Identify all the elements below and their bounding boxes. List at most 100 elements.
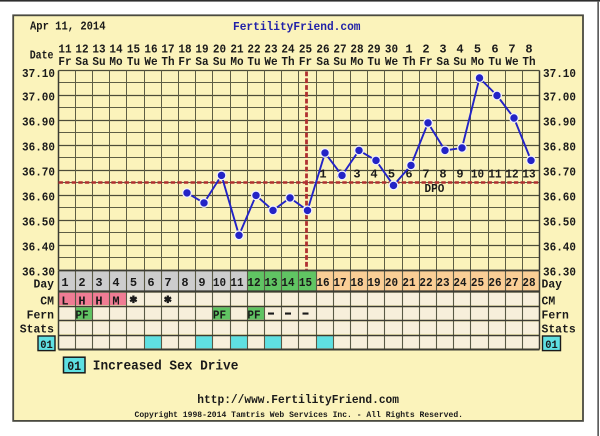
svg-text:CM: CM: [40, 294, 54, 308]
svg-text:Mo: Mo: [350, 55, 363, 69]
svg-text:M: M: [112, 294, 119, 308]
svg-text:10: 10: [471, 168, 484, 182]
svg-text:12: 12: [505, 168, 518, 182]
svg-text:Day: Day: [34, 277, 55, 291]
svg-text:36.90: 36.90: [22, 116, 55, 130]
svg-text:22: 22: [247, 43, 260, 57]
svg-text:Su: Su: [333, 55, 346, 69]
svg-text:36.80: 36.80: [22, 141, 55, 155]
svg-text:36.30: 36.30: [22, 266, 55, 280]
svg-text:17: 17: [333, 276, 346, 290]
svg-text:12: 12: [247, 276, 260, 290]
svg-text:24: 24: [453, 276, 466, 290]
svg-text:Th: Th: [402, 55, 415, 69]
svg-text:Sa: Sa: [436, 55, 449, 69]
svg-text:8: 8: [181, 276, 188, 290]
svg-text:Su: Su: [213, 55, 226, 69]
svg-text:16: 16: [316, 276, 329, 290]
svg-text:13: 13: [92, 43, 105, 57]
svg-text:36.70: 36.70: [22, 166, 55, 180]
svg-text:Date: Date: [30, 49, 54, 63]
svg-text:24: 24: [281, 43, 294, 57]
svg-text:19: 19: [195, 43, 208, 57]
svg-text:14: 14: [109, 43, 122, 57]
svg-text:5: 5: [388, 168, 395, 182]
svg-text:27: 27: [333, 43, 346, 57]
svg-text:5: 5: [130, 276, 137, 290]
svg-text:30: 30: [385, 43, 398, 57]
svg-text:Apr 11, 2014: Apr 11, 2014: [30, 20, 106, 34]
svg-text:13: 13: [522, 168, 535, 182]
svg-text:28: 28: [350, 43, 363, 57]
svg-text:26: 26: [488, 276, 501, 290]
svg-text:L: L: [61, 294, 68, 308]
svg-text:PF: PF: [247, 308, 260, 322]
svg-text:18: 18: [350, 276, 363, 290]
svg-text:Mo: Mo: [109, 55, 122, 69]
svg-text:Mo: Mo: [471, 55, 484, 69]
svg-text:PF: PF: [213, 308, 226, 322]
svg-text:36.40: 36.40: [22, 241, 55, 255]
svg-text:7: 7: [508, 43, 515, 57]
svg-text:36.50: 36.50: [543, 216, 576, 230]
svg-text:37.00: 37.00: [22, 91, 55, 105]
svg-text:4: 4: [112, 276, 119, 290]
svg-text:21: 21: [230, 43, 243, 57]
svg-text:Sa: Sa: [195, 55, 208, 69]
svg-text:1: 1: [61, 276, 68, 290]
svg-text:Stats: Stats: [20, 323, 54, 337]
svg-text:1: 1: [405, 43, 412, 57]
svg-text:Tu: Tu: [247, 55, 260, 69]
svg-text:Day: Day: [542, 277, 563, 291]
svg-text:20: 20: [385, 276, 398, 290]
svg-text:Fr: Fr: [178, 55, 191, 69]
svg-text:Sa: Sa: [316, 55, 329, 69]
svg-text:36.90: 36.90: [543, 116, 576, 130]
svg-text:9: 9: [198, 276, 205, 290]
svg-text:11: 11: [230, 276, 243, 290]
svg-text:37.10: 37.10: [22, 67, 55, 81]
svg-text:3: 3: [353, 168, 360, 182]
svg-text:Th: Th: [281, 55, 294, 69]
svg-text:9: 9: [456, 168, 463, 182]
svg-text:PF: PF: [75, 308, 88, 322]
svg-text:36.60: 36.60: [22, 191, 55, 205]
svg-text:36.40: 36.40: [543, 241, 576, 255]
svg-text:6: 6: [405, 168, 412, 182]
svg-text:23: 23: [264, 43, 277, 57]
svg-text:8: 8: [439, 168, 446, 182]
svg-text:H: H: [95, 294, 102, 308]
svg-text:17: 17: [161, 43, 174, 57]
svg-text:Stats: Stats: [542, 323, 576, 337]
svg-text:Mo: Mo: [230, 55, 243, 69]
svg-text:11: 11: [58, 43, 71, 57]
svg-text:Su: Su: [92, 55, 105, 69]
svg-text:DPO: DPO: [425, 182, 445, 196]
svg-text:21: 21: [402, 276, 415, 290]
svg-text:Tu: Tu: [127, 55, 140, 69]
svg-text:14: 14: [281, 276, 294, 290]
svg-text:12: 12: [75, 43, 88, 57]
svg-text:36.50: 36.50: [22, 216, 55, 230]
svg-text:15: 15: [127, 43, 140, 57]
svg-text:13: 13: [264, 276, 277, 290]
svg-text:25: 25: [299, 43, 312, 57]
svg-text:Fr: Fr: [58, 55, 71, 69]
svg-text:8: 8: [525, 43, 532, 57]
svg-text:Tu: Tu: [488, 55, 501, 69]
svg-text:We: We: [385, 55, 398, 69]
svg-text:15: 15: [299, 276, 312, 290]
svg-text:29: 29: [367, 43, 380, 57]
svg-text:Increased Sex Drive: Increased Sex Drive: [93, 359, 239, 374]
svg-text:3: 3: [95, 276, 102, 290]
svg-text:27: 27: [505, 276, 518, 290]
svg-text:01: 01: [67, 360, 81, 374]
svg-text:H: H: [78, 294, 85, 308]
svg-text:26: 26: [316, 43, 329, 57]
svg-text:36.70: 36.70: [543, 166, 576, 180]
svg-text:Fr: Fr: [299, 55, 312, 69]
svg-text:5: 5: [474, 43, 481, 57]
svg-text:7: 7: [422, 168, 429, 182]
svg-text:36.80: 36.80: [543, 141, 576, 155]
svg-text:We: We: [144, 55, 157, 69]
